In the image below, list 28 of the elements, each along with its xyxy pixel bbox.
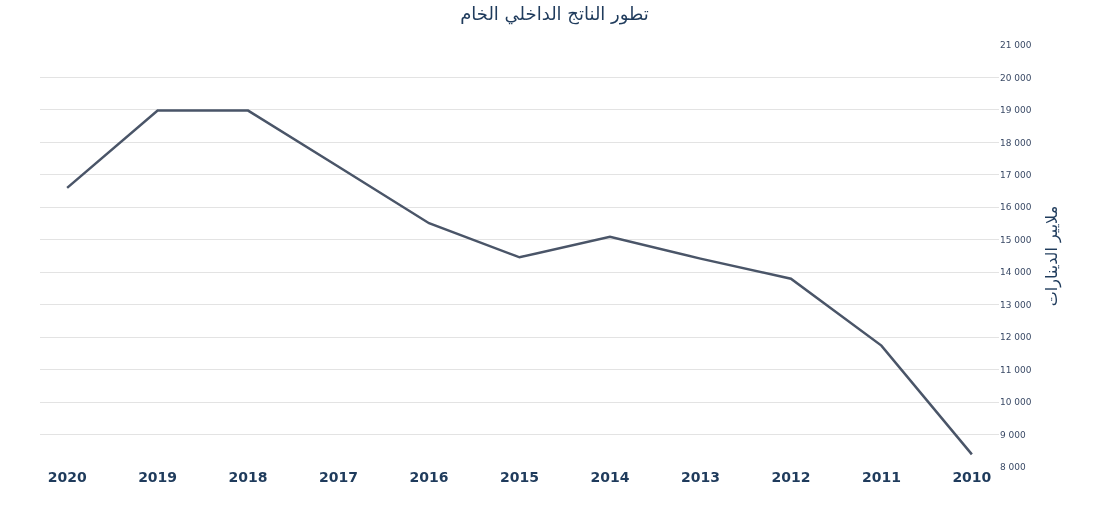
y-tick-label: 15 000: [1000, 234, 1032, 245]
x-tick-label: 2016: [409, 469, 449, 485]
x-tick-label: 2017: [319, 469, 359, 485]
y-tick-label: 13 000: [1000, 299, 1032, 310]
x-tick-label: 2014: [590, 469, 630, 485]
x-tick-label: 2012: [771, 469, 811, 485]
y-tick-label: 21 000: [1000, 40, 1032, 51]
y-tick-label: 16 000: [1000, 202, 1032, 213]
x-tick-label: 2018: [228, 469, 268, 485]
y-tick-label: 9 000: [1000, 429, 1027, 440]
x-tick-label: 2015: [500, 469, 539, 485]
chart-title: تطور الناتج الداخلي الخام: [460, 3, 649, 26]
y-tick-label: 10 000: [1000, 397, 1032, 408]
y-tick-label: 12 000: [1000, 332, 1032, 343]
x-tick-label: 2020: [47, 469, 87, 485]
y-tick-label: 17 000: [1000, 170, 1032, 180]
line-series: [65, 109, 974, 456]
x-tick-label: 2011: [861, 469, 901, 485]
y-axis-title: ملايير الدينارات: [1042, 205, 1063, 307]
y-tick-label: 20 000: [1000, 72, 1032, 83]
y-tick-label: 19 000: [1000, 105, 1032, 116]
x-tick-label: 2019: [138, 469, 178, 485]
y-tick-label: 14 000: [1000, 267, 1032, 278]
y-tick-label: 18 000: [1000, 137, 1032, 148]
y-tick-label: 8 000: [1000, 462, 1027, 473]
x-tick-label: 2013: [680, 469, 720, 485]
y-tick-label: 11 000: [1000, 364, 1032, 375]
x-tick-label: 2010: [952, 469, 992, 485]
